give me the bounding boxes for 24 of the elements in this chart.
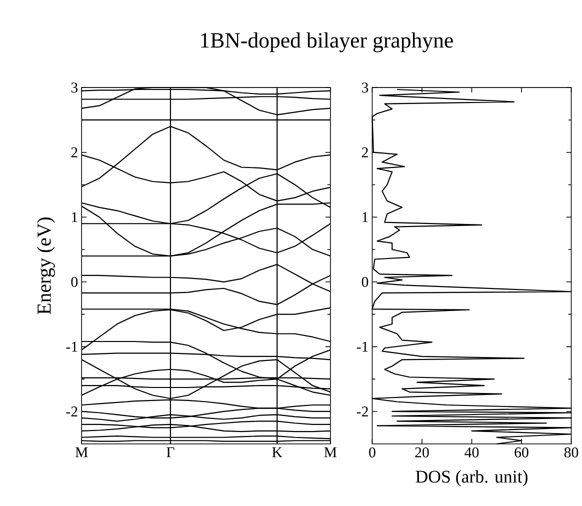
x-tick-label: 60 [514,448,528,458]
x-tick-label: M [75,448,88,458]
y-tick-label: -1 [356,342,368,352]
x-tick-label: Γ [166,448,174,458]
y-axis-title: Energy (eV) [36,218,55,314]
y-tick-label: -1 [66,342,78,352]
x-tick-label: 80 [564,448,578,458]
x-axis-title: DOS (arb. unit) [416,470,528,487]
y-tick-label: 1 [362,212,368,222]
y-tick-label: 0 [362,277,368,288]
chart-title: 1BN-doped bilayer graphyne [201,32,453,52]
y-tick-label: 3 [71,82,78,93]
x-tick-label: 0 [369,448,376,458]
y-tick-label: 2 [71,148,78,158]
x-tick-label: 40 [464,448,479,458]
y-tick-label: 3 [362,82,368,93]
y-tick-label: 2 [362,148,368,158]
y-tick-label: 1 [72,212,78,222]
x-tick-label: 20 [415,448,429,458]
y-tick-label: 0 [71,277,78,288]
x-tick-label: M [324,448,337,458]
y-tick-label: -2 [356,406,368,417]
x-tick-label: K [272,448,282,458]
y-tick-label: -2 [66,406,78,417]
